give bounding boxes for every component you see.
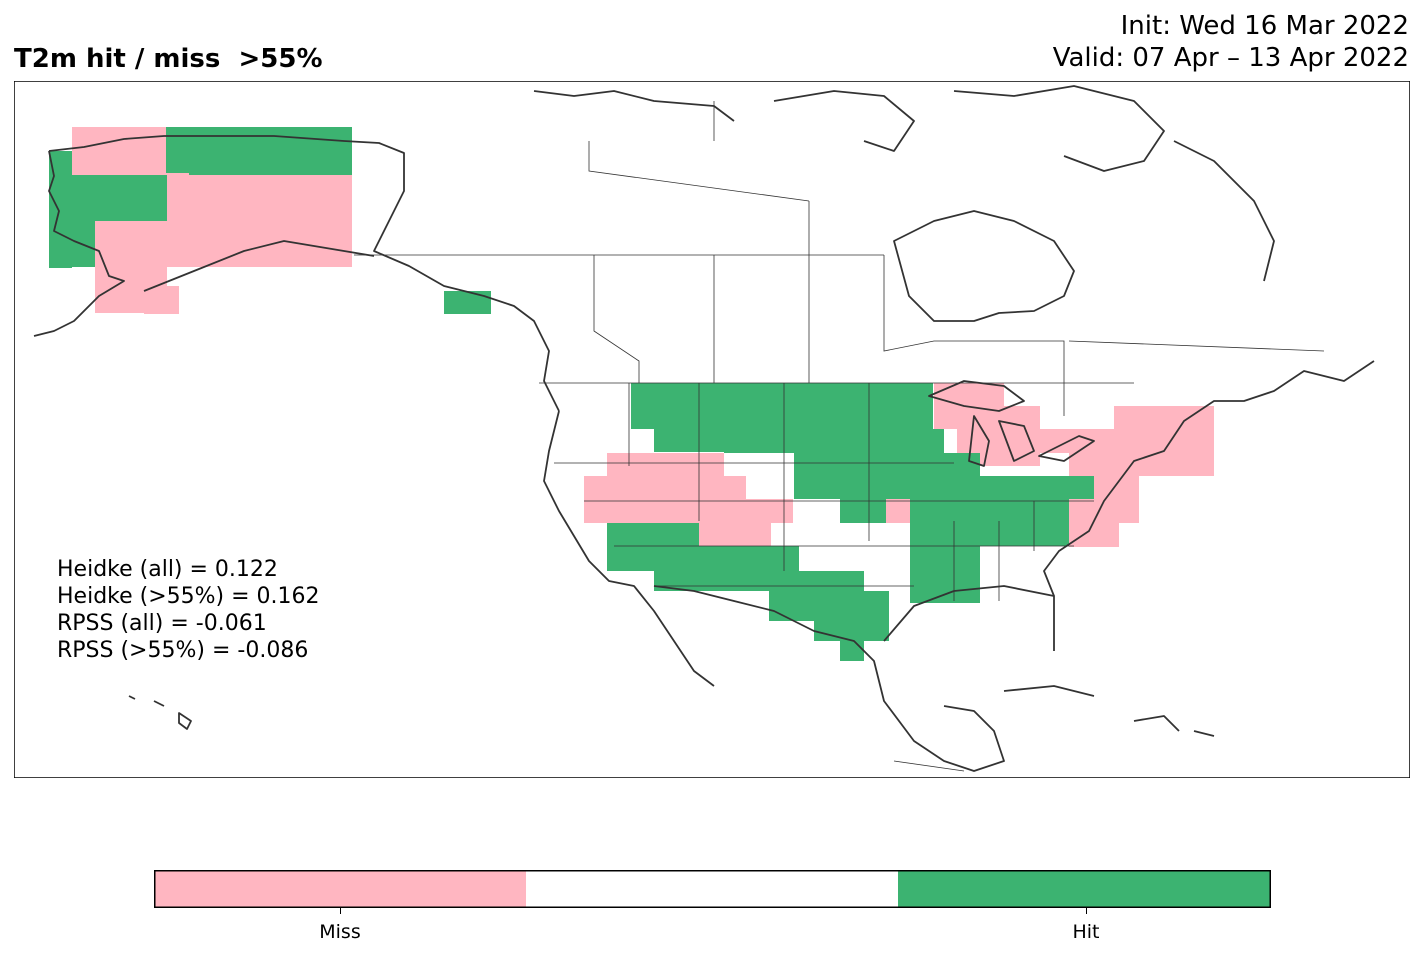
hit-cell bbox=[631, 383, 933, 429]
chart-title: T2m hit / miss >55% bbox=[14, 44, 323, 74]
borders bbox=[354, 101, 1325, 772]
hit-cell bbox=[189, 127, 352, 175]
miss-cell bbox=[144, 286, 179, 314]
hit-cell bbox=[49, 175, 167, 221]
stat-line: RPSS (>55%) = -0.086 bbox=[57, 638, 309, 663]
hit-cell bbox=[1034, 499, 1069, 545]
colorbar-label-miss: Miss bbox=[319, 921, 361, 943]
stat-line: RPSS (all) = -0.061 bbox=[57, 611, 267, 636]
init-date: Init: Wed 16 Mar 2022 bbox=[1120, 11, 1409, 41]
colorbar bbox=[154, 870, 1271, 908]
valid-date: Valid: 07 Apr – 13 Apr 2022 bbox=[1052, 43, 1409, 73]
hit-cell bbox=[724, 429, 944, 453]
colorbar-label-hit: Hit bbox=[1072, 921, 1100, 943]
colorbar-neutral-segment bbox=[526, 870, 898, 908]
hit-cell bbox=[49, 221, 95, 267]
miss-cell bbox=[886, 499, 910, 523]
hit-cell bbox=[466, 291, 491, 304]
miss-cell bbox=[631, 499, 793, 523]
colorbar-tick bbox=[340, 908, 341, 914]
colorbar-tick bbox=[1086, 908, 1087, 914]
stat-line: Heidke (>55%) = 0.162 bbox=[57, 584, 320, 609]
coastlines bbox=[33, 85, 1375, 772]
colorbar-hit-segment bbox=[898, 870, 1271, 908]
score-stats: Heidke (all) = 0.122 Heidke (>55%) = 0.1… bbox=[57, 556, 320, 664]
map bbox=[14, 81, 1410, 778]
miss-cell bbox=[699, 521, 771, 546]
colorbar-miss-segment bbox=[154, 870, 526, 908]
date-info: Init: Wed 16 Mar 2022 Valid: 07 Apr – 13… bbox=[1053, 10, 1409, 74]
stat-line: Heidke (all) = 0.122 bbox=[57, 557, 278, 582]
hit-cell bbox=[840, 631, 864, 661]
alaska-cells bbox=[49, 127, 491, 314]
